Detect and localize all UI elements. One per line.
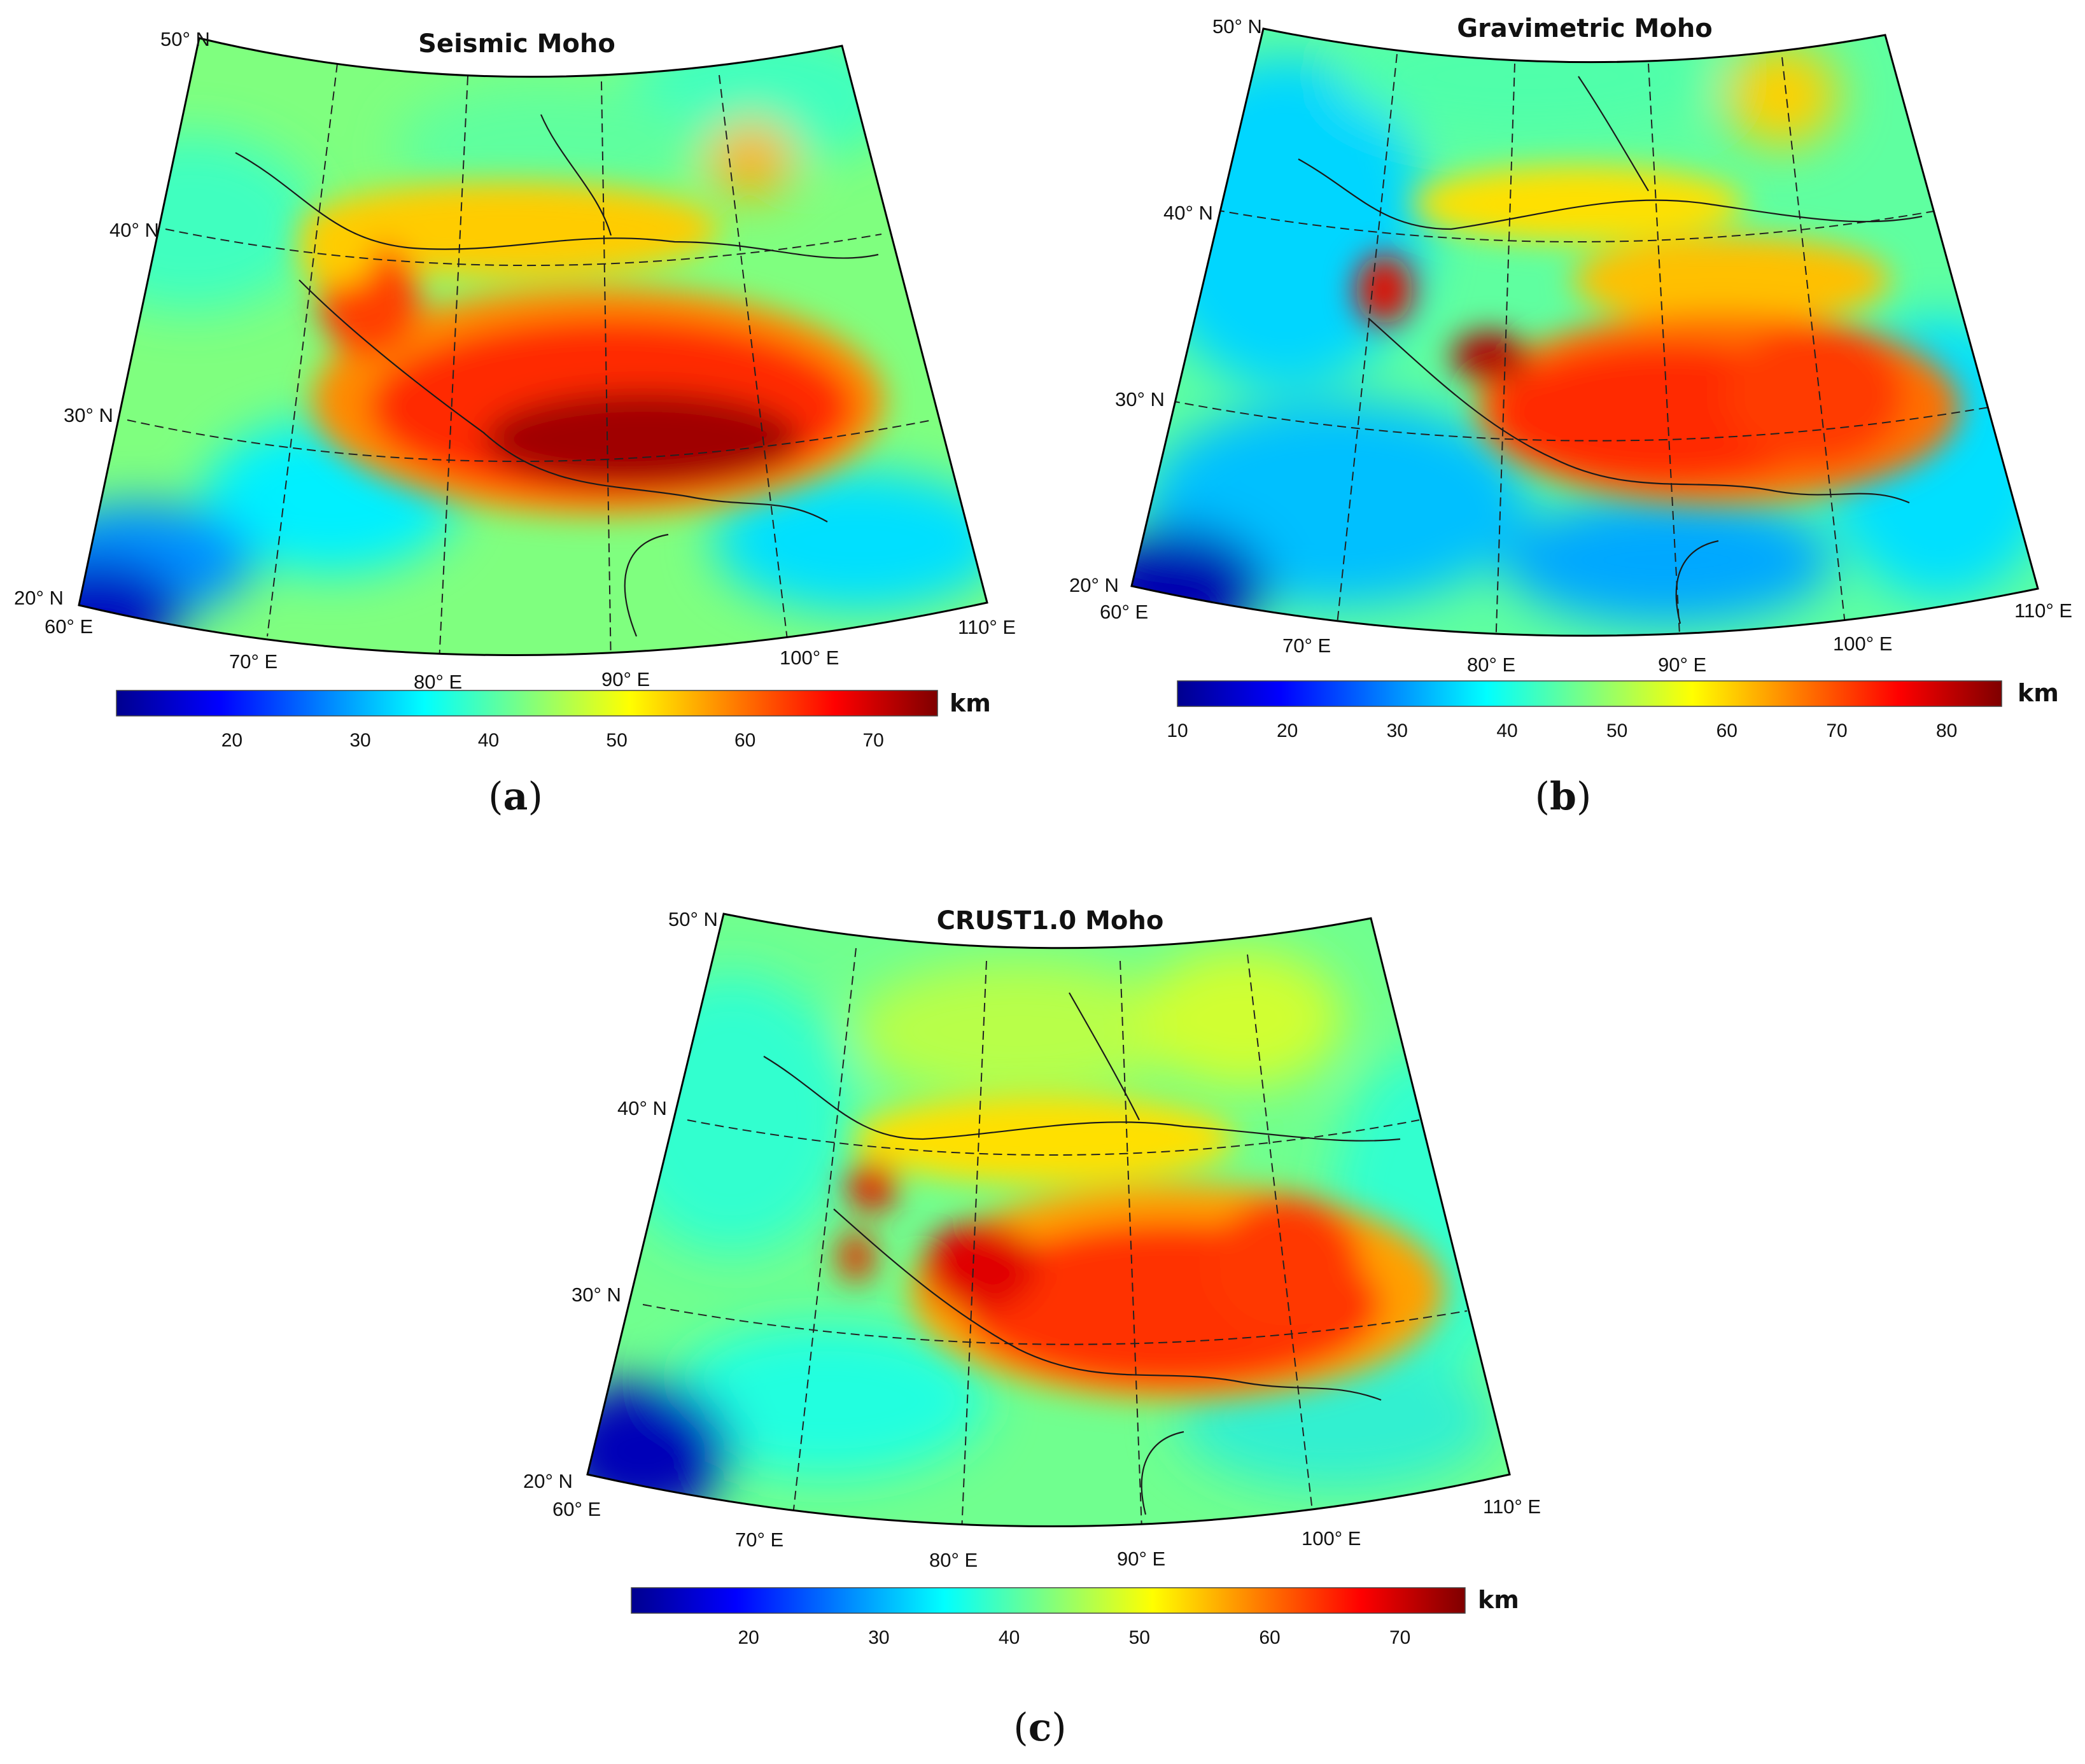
panel-a-colorbar-tick: 40: [478, 730, 499, 751]
panel-a-lon-label-110e: 110° E: [958, 616, 1016, 638]
panel-c-colorbar: [631, 1587, 1466, 1614]
panel-b-lat-label-50n: 50° N: [1212, 15, 1262, 38]
panel-b-lon-label-90e: 90° E: [1658, 654, 1706, 676]
panel-a-colorbar-tick: 20: [221, 730, 242, 751]
panel-a-lon-label-80e: 80° E: [414, 671, 462, 693]
panel-b-colorbar-tick: 30: [1387, 720, 1408, 741]
panel-c-caption: (c): [1013, 1705, 1066, 1750]
panel-c-lat-label-30n: 30° N: [572, 1284, 621, 1306]
panel-c-colorbar-tick: 70: [1389, 1627, 1410, 1648]
panel-c-colorbar-tick: 30: [868, 1627, 889, 1648]
panel-a-lon-label-70e: 70° E: [229, 650, 277, 673]
panel-b-colorbar-tick: 80: [1936, 720, 1957, 741]
panel-b-colorbar-tick: 50: [1606, 720, 1627, 741]
panel-c: CRUST1.0 Moho: [523, 906, 1541, 1750]
panel-c-colorbar-tick: 40: [999, 1627, 1020, 1648]
panel-c-lon-label-90e: 90° E: [1117, 1548, 1165, 1570]
panel-b-lon-label-100e: 100° E: [1833, 633, 1892, 655]
panel-a-colorbar-tick: 30: [349, 730, 370, 751]
panel-c-lat-label-20n: 20° N: [523, 1470, 573, 1492]
panel-a-lat-label-30n: 30° N: [64, 404, 113, 426]
panel-b-lon-label-60e: 60° E: [1100, 601, 1148, 623]
panel-c-lon-label-60e: 60° E: [552, 1498, 601, 1520]
panel-c-colorbar-tick: 20: [738, 1627, 759, 1648]
panel-a-lat-label-50n: 50° N: [160, 28, 210, 50]
panel-c-colorbar-tick: 50: [1129, 1627, 1150, 1648]
panel-b-colorbar-tick: 20: [1277, 720, 1298, 741]
panel-a-lon-label-60e: 60° E: [45, 615, 93, 638]
panel-a-title: Seismic Moho: [418, 29, 615, 59]
panel-b-colorbar-tick: 10: [1167, 720, 1188, 741]
panel-a-lat-label-40n: 40° N: [109, 219, 159, 241]
panel-b-colorbar-tick: 60: [1716, 720, 1738, 741]
panel-b-lon-label-80e: 80° E: [1467, 654, 1515, 676]
panel-b-lat-label-20n: 20° N: [1069, 574, 1119, 596]
panel-b: Gravimetric Moho: [1069, 14, 2072, 819]
panel-a-colorbar-tick: 60: [734, 730, 755, 751]
panel-c-colorbar-unit: km: [1478, 1586, 1519, 1614]
panel-b-lon-label-110e: 110° E: [2014, 599, 2072, 622]
panel-b-colorbar: [1177, 680, 2002, 707]
panel-b-colorbar-ticks: 10 20 30 40 50 60 70 80: [1167, 720, 1957, 741]
panel-a-colorbar-tick: 50: [606, 730, 627, 751]
panel-b-title: Gravimetric Moho: [1457, 14, 1713, 43]
panel-c-lon-label-80e: 80° E: [929, 1549, 978, 1571]
panel-b-caption: (b): [1535, 774, 1592, 819]
panel-a: Seismic Moho: [14, 28, 1016, 819]
panel-c-lat-label-50n: 50° N: [668, 908, 718, 930]
panel-b-colorbar-tick: 40: [1496, 720, 1517, 741]
panel-c-lon-label-100e: 100° E: [1302, 1527, 1361, 1550]
panel-b-moho-map: [1132, 29, 2038, 636]
panel-b-lat-label-40n: 40° N: [1163, 202, 1213, 224]
panel-c-lat-label-40n: 40° N: [617, 1097, 667, 1119]
panel-b-lon-label-70e: 70° E: [1282, 634, 1331, 657]
panel-b-colorbar-unit: km: [2018, 679, 2059, 707]
panel-c-lon-label-110e: 110° E: [1483, 1495, 1541, 1518]
panel-b-colorbar-tick: 70: [1826, 720, 1847, 741]
panel-a-colorbar-tick: 70: [863, 730, 884, 751]
panel-a-colorbar: [116, 690, 938, 717]
panel-a-caption: (a): [488, 774, 543, 819]
panel-a-colorbar-ticks: 20 30 40 50 60 70: [221, 730, 884, 751]
panel-c-title: CRUST1.0 Moho: [937, 906, 1164, 935]
panel-a-colorbar-unit: km: [950, 689, 991, 717]
panel-a-lat-label-20n: 20° N: [14, 587, 64, 609]
panel-a-lon-label-90e: 90° E: [601, 668, 650, 690]
panel-a-lon-label-100e: 100° E: [780, 647, 839, 669]
panel-c-colorbar-tick: 60: [1259, 1627, 1280, 1648]
panel-c-lon-label-70e: 70° E: [735, 1529, 783, 1551]
panel-b-lat-label-30n: 30° N: [1115, 388, 1165, 410]
panel-a-moho-map: [79, 38, 987, 655]
panel-c-colorbar-ticks: 20 30 40 50 60 70: [738, 1627, 1411, 1648]
